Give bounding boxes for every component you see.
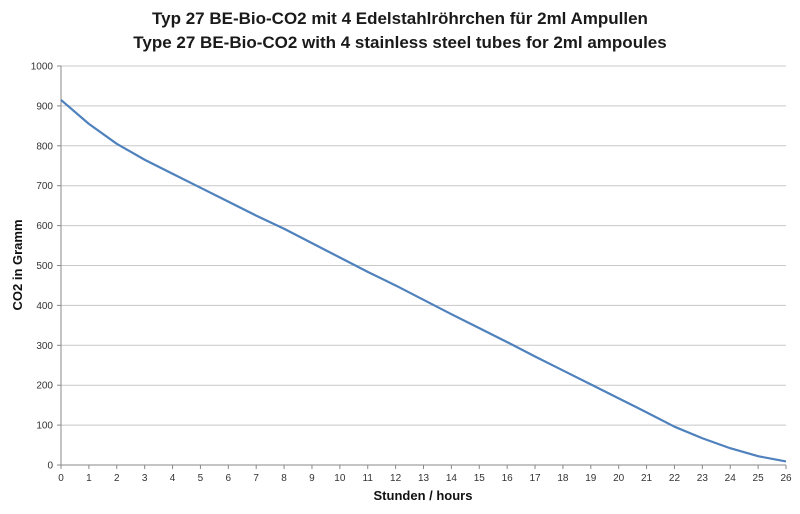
series-line xyxy=(60,99,787,463)
x-tick-label: 18 xyxy=(557,473,569,484)
x-tick-label: 10 xyxy=(334,473,346,484)
x-tick-label: 23 xyxy=(697,473,709,484)
x-tick-label: 3 xyxy=(142,473,148,484)
x-tick-label: 12 xyxy=(390,473,402,484)
x-tick-labels: 0 1 2 3 4 5 6 7 8 9 10 11 12 13 14 15 16 17 18 19 20 21 22 23 24… xyxy=(58,473,792,484)
series-group xyxy=(60,99,787,463)
x-tick-label: 20 xyxy=(613,473,625,484)
x-tick-label: 5 xyxy=(198,473,204,484)
x-tick-label: 17 xyxy=(529,473,541,484)
x-tick-label: 6 xyxy=(226,473,232,484)
x-axis-label: Stunden / hours xyxy=(374,488,473,503)
y-tick-label: 1000 xyxy=(31,62,54,73)
y-tick-label: 600 xyxy=(36,221,53,232)
axes xyxy=(57,65,787,469)
y-tick-label: 0 xyxy=(47,461,53,472)
chart-subtitle: Type 27 BE-Bio-CO2 with 4 stainless stee… xyxy=(133,33,667,52)
x-tick-label: 11 xyxy=(363,473,374,484)
x-tick-label: 25 xyxy=(753,473,765,484)
y-tick-label: 200 xyxy=(36,381,53,392)
x-tick-label: 8 xyxy=(281,473,287,484)
y-tick-label: 100 xyxy=(36,421,53,432)
x-tick-label: 13 xyxy=(418,473,430,484)
y-tick-label: 900 xyxy=(36,101,53,112)
y-tick-label: 800 xyxy=(36,141,53,152)
x-tick-label: 0 xyxy=(58,473,64,484)
x-tick-label: 14 xyxy=(446,473,458,484)
y-tick-label: 500 xyxy=(36,261,53,272)
x-tick-label: 7 xyxy=(253,473,259,484)
x-tick-label: 2 xyxy=(114,473,120,484)
y-axis-label: CO2 in Gramm xyxy=(10,219,25,310)
chart-title: Typ 27 BE-Bio-CO2 mit 4 Edelstahlröhrche… xyxy=(152,9,648,28)
grid-lines xyxy=(61,65,786,426)
x-tick-label: 22 xyxy=(669,473,681,484)
y-tick-label: 700 xyxy=(36,181,53,192)
x-tick-label: 4 xyxy=(170,473,176,484)
x-tick-label: 15 xyxy=(474,473,486,484)
x-tick-label: 9 xyxy=(309,473,315,484)
y-tick-label: 300 xyxy=(36,341,53,352)
y-tick-label: 400 xyxy=(36,301,53,312)
x-tick-label: 19 xyxy=(585,473,597,484)
x-tick-label: 16 xyxy=(502,473,514,484)
y-tick-labels: 0 100 200 300 400 500 600 700 800 900 1000 xyxy=(31,62,54,472)
x-tick-label: 21 xyxy=(641,473,653,484)
x-tick-label: 26 xyxy=(780,473,792,484)
x-tick-label: 24 xyxy=(725,473,737,484)
x-tick-label: 1 xyxy=(86,473,92,484)
